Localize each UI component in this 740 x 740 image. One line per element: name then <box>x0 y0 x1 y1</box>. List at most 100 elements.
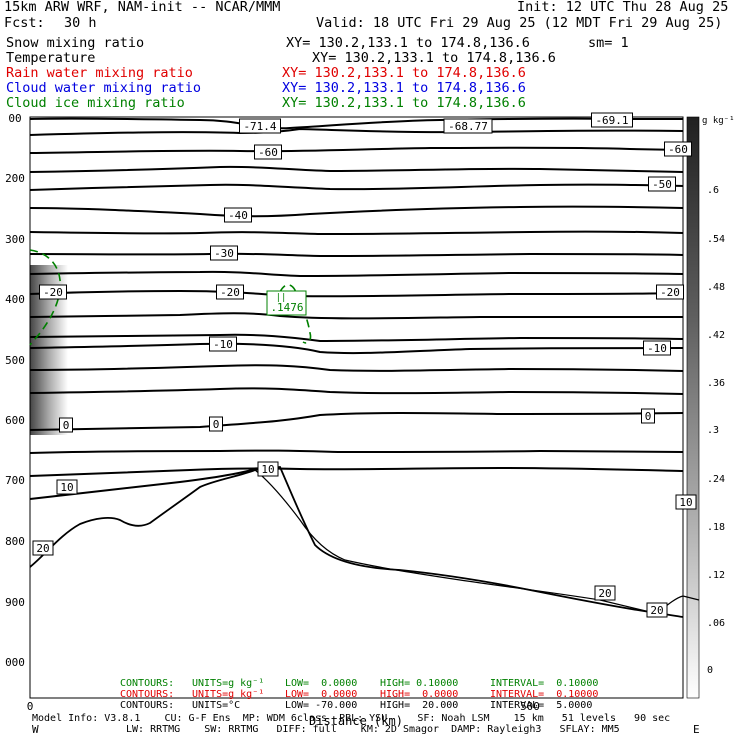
isotherm-label: -10 <box>209 336 237 352</box>
svg-text:-71.4: -71.4 <box>243 120 276 133</box>
y-tick-label: 400 <box>5 293 25 306</box>
legend-low: LOW= 0.0000 <box>285 689 358 700</box>
isotherm-label: 20 <box>32 540 54 556</box>
isotherm-label: -10 <box>643 340 671 356</box>
legend-high: HIGH= 20.000 <box>380 700 459 711</box>
svg-text:0: 0 <box>63 419 70 432</box>
isotherm-label: 20 <box>646 602 668 618</box>
legend-interval: INTERVAL= 5.0000 <box>490 700 593 711</box>
svg-text:10: 10 <box>261 463 274 476</box>
isotherm-label: 10 <box>257 461 279 477</box>
isotherm-label: 10 <box>675 494 697 510</box>
init-time: Init: 12 UTC Thu 28 Aug 25 <box>517 0 729 15</box>
svg-text:-50: -50 <box>652 178 672 191</box>
isotherm-label: -20 <box>656 284 684 300</box>
model-title: 15km ARW WRF, NAM-init -- NCAR/MMM <box>4 0 281 15</box>
colorbar-tick-label: .54 <box>707 234 725 245</box>
legend-label: CONTOURS: <box>120 678 175 689</box>
svg-text:-68.77: -68.77 <box>448 120 488 133</box>
isotherm-label: 0 <box>209 416 223 432</box>
svg-text:-20: -20 <box>660 286 680 299</box>
colorbar-tick-label: .18 <box>707 522 725 533</box>
field-name: Cloud water mixing ratio <box>6 80 202 96</box>
field-name: Temperature <box>6 50 96 66</box>
colorbar-tick-label: .42 <box>707 330 725 341</box>
isotherm-label: -60 <box>664 141 692 157</box>
svg-text:-20: -20 <box>220 286 240 299</box>
y-tick-label: 200 <box>5 172 25 185</box>
legend-label: CONTOURS: <box>120 689 175 700</box>
colorbar-tick-label: .12 <box>707 570 725 581</box>
colorbar-tick-label: .6 <box>707 185 719 196</box>
fcst-label: Fcst: <box>4 15 45 31</box>
x-axis-ticks: 0 500 Distance (km) W E <box>27 700 700 736</box>
fcst-value: 30 h <box>64 15 97 31</box>
isotherm-label: 20 <box>594 585 616 601</box>
svg-text:-60: -60 <box>258 146 278 159</box>
svg-text:.1476: .1476 <box>270 301 303 314</box>
svg-text:-10: -10 <box>647 342 667 355</box>
field-name: Snow mixing ratio <box>6 35 145 51</box>
y-tick-label: 900 <box>5 596 25 609</box>
svg-text:20: 20 <box>598 587 611 600</box>
svg-text:-69.1: -69.1 <box>595 114 628 127</box>
model-info-line-1: Model Info: V3.8.1 CU: G-F Ens MP: WDM 6… <box>32 713 671 724</box>
isotherm-label: 0 <box>641 408 655 424</box>
legend-interval: INTERVAL= 0.10000 <box>490 689 599 700</box>
isotherm-label: -20 <box>39 284 67 300</box>
x-axis-label: Distance (km) <box>309 714 403 728</box>
field-xy: XY= 130.2,133.1 to 174.8,136.6 <box>312 50 556 66</box>
y-tick-label: 800 <box>5 535 25 548</box>
y-tick-label: 300 <box>5 233 25 246</box>
legend-units: UNITS=°C <box>192 700 241 711</box>
isotherm-label: -30 <box>210 245 238 261</box>
legend-low: LOW= -70.000 <box>285 700 358 711</box>
colorbar-tick-label: .06 <box>707 618 725 629</box>
legend-interval: INTERVAL= 0.10000 <box>490 678 599 689</box>
svg-text:-10: -10 <box>213 338 233 351</box>
isotherm-label: -20 <box>216 284 244 300</box>
svg-text:0: 0 <box>213 418 220 431</box>
isotherm-label: 10 <box>56 479 78 495</box>
svg-text:20: 20 <box>36 542 49 555</box>
isotherm-label: 0 <box>59 417 73 433</box>
valid-time: Valid: 18 UTC Fri 29 Aug 25 (12 MDT Fri … <box>316 15 723 31</box>
y-tick-label: 600 <box>5 414 25 427</box>
field-extra: sm= 1 <box>588 35 629 51</box>
isotherm-label: -40 <box>224 207 252 223</box>
colorbar-tick-label: .36 <box>707 378 725 389</box>
svg-text:20: 20 <box>650 604 663 617</box>
svg-text:-30: -30 <box>214 247 234 260</box>
colorbar-tick-label: 0 <box>707 665 713 676</box>
svg-text:10: 10 <box>60 481 73 494</box>
legend-low: LOW= 0.0000 <box>285 678 358 689</box>
svg-text:10: 10 <box>679 496 692 509</box>
isotherm-label: -71.4 <box>239 118 281 134</box>
model-info-line-2: LW: RRTMG SW: RRTMG DIFF: full KM: 2D Sm… <box>126 724 620 735</box>
contour-labels: -71.4 -68.77 -69.1 -60 -60 -50 -40 -30 -20 -20 -20… <box>32 112 697 618</box>
y-axis-ticks: 00 200 300 400 500 600 700 800 900 000 <box>5 112 25 669</box>
x-tick-label: 500 <box>520 700 540 713</box>
svg-text:-40: -40 <box>228 209 248 222</box>
legend-label: CONTOURS: <box>120 700 175 711</box>
field-name: Rain water mixing ratio <box>6 65 193 81</box>
colorbar-tick-label: .3 <box>707 425 719 436</box>
east-label: E <box>693 723 700 736</box>
y-tick-label: 000 <box>5 656 25 669</box>
colorbar <box>686 116 700 699</box>
legend-units: UNITS=g kg⁻¹ <box>192 678 265 689</box>
isotherm-label: -50 <box>648 176 676 192</box>
svg-text:-60: -60 <box>668 143 688 156</box>
y-tick-label: 700 <box>5 474 25 487</box>
isotherm-label: -69.1 <box>591 112 633 128</box>
cloud-ice-label: .1476|| <box>266 290 307 316</box>
y-tick-label: 500 <box>5 354 25 367</box>
colorbar-tick-label: .24 <box>707 474 725 485</box>
colorbar-tick-label: .48 <box>707 282 725 293</box>
x-tick-label: 0 <box>27 700 34 713</box>
field-xy: XY= 130.2,133.1 to 174.8,136.6 <box>282 95 526 111</box>
isotherm-label: -68.77 <box>443 118 493 134</box>
isotherm-label: -60 <box>254 144 282 160</box>
svg-text:-20: -20 <box>43 286 63 299</box>
